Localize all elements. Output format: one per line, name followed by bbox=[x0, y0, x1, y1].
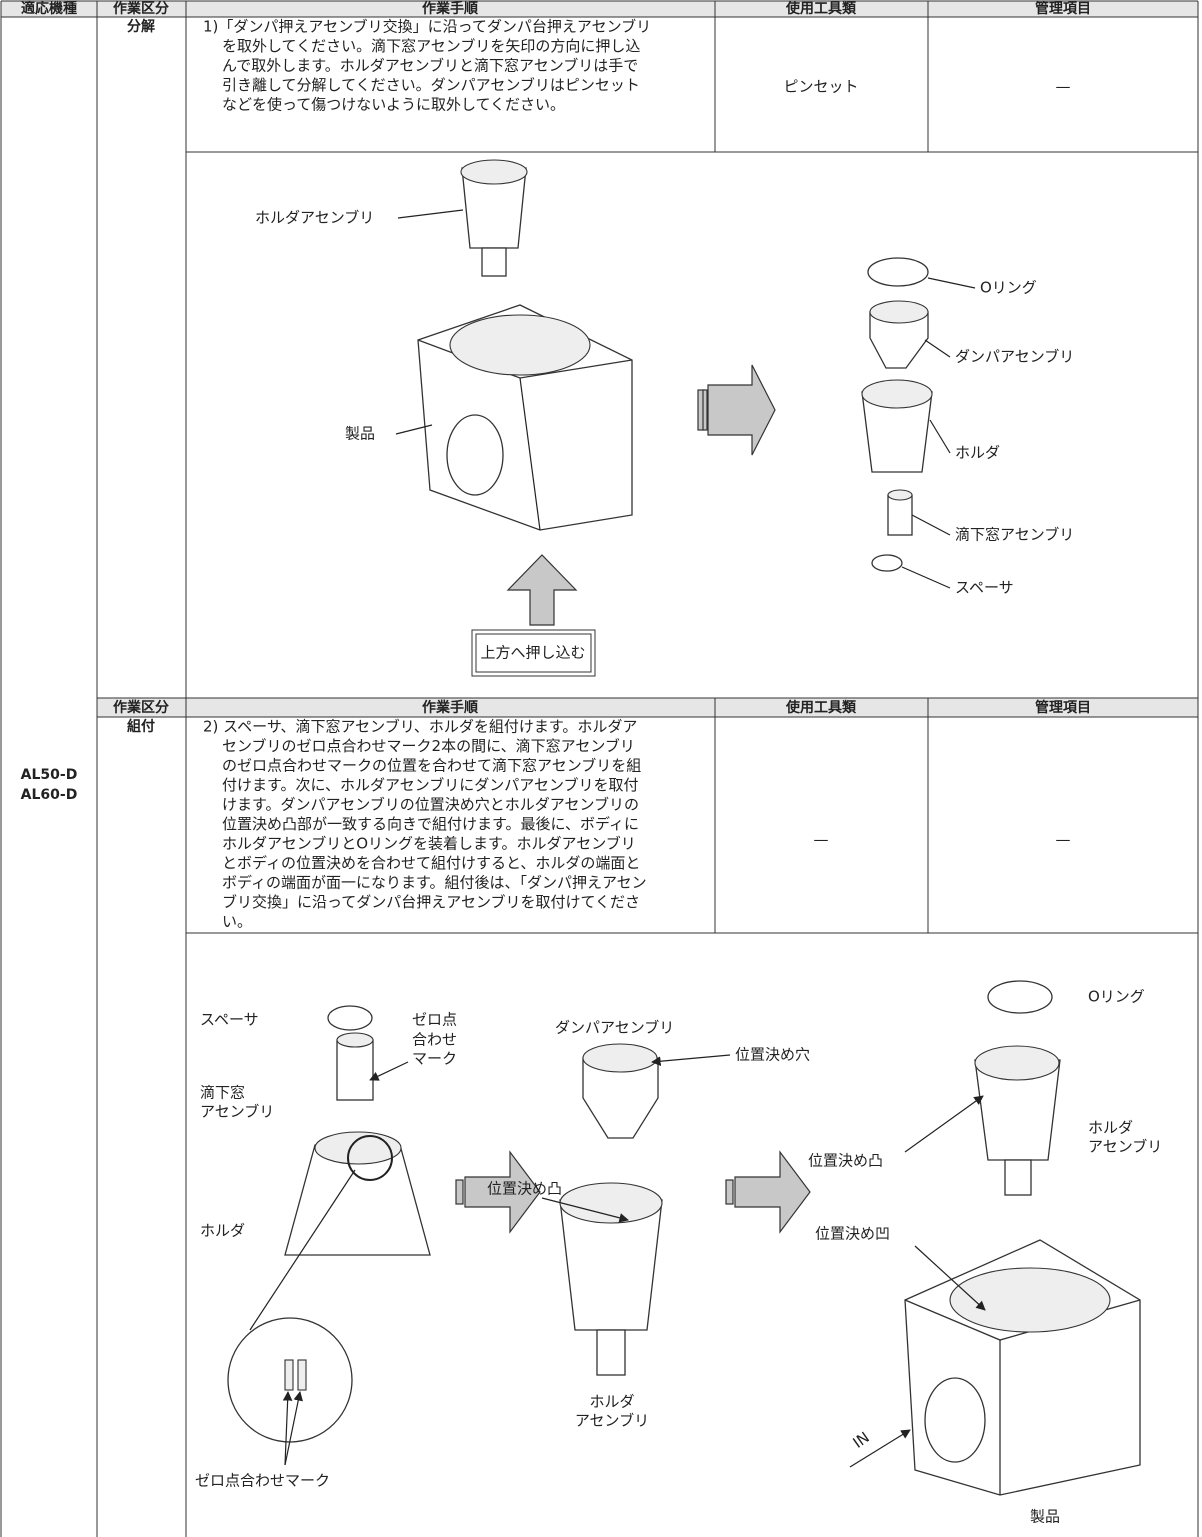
text: — bbox=[1056, 78, 1071, 96]
text: 適応機種 bbox=[21, 0, 77, 17]
text: ピンセット bbox=[783, 78, 858, 96]
text: 製品 bbox=[1030, 1508, 1060, 1526]
text: 滴下窓 bbox=[200, 1084, 245, 1102]
text: 位置決め凹 bbox=[815, 1225, 890, 1243]
text: 作業区分 bbox=[113, 699, 169, 716]
text: ブリ交換」に沿ってダンパ台押えアセンブリを取付けてくださ bbox=[222, 893, 640, 911]
text: Oリング bbox=[1088, 988, 1145, 1006]
text: ダンパアセンブリ bbox=[955, 348, 1074, 366]
text: ホルダアセンブリとOリングを装着します。ホルダアセンブリ bbox=[222, 835, 636, 853]
text: 管理項目 bbox=[1035, 0, 1091, 17]
text: アセンブリ bbox=[1088, 1138, 1162, 1156]
text: 作業手順 bbox=[422, 0, 479, 17]
header-bg bbox=[1, 1, 1198, 717]
text: — bbox=[1056, 831, 1071, 849]
text: のゼロ点合わせマークの位置を合わせて滴下窓アセンブリを組 bbox=[222, 757, 641, 775]
text: ホルダ bbox=[589, 1393, 634, 1411]
text: 滴下窓アセンブリ bbox=[955, 526, 1074, 544]
text: スペーサ bbox=[955, 579, 1014, 597]
text: センブリのゼロ点合わせマーク2本の間に、滴下窓アセンブリ bbox=[222, 737, 635, 755]
text: ダンパアセンブリ bbox=[555, 1019, 674, 1037]
figure-disassembly bbox=[395, 159, 976, 677]
text: 合わせ bbox=[412, 1031, 457, 1049]
text: 引き離して分解してください。ダンパアセンブリはピンセット bbox=[222, 76, 640, 94]
text: ホルダアセンブリ bbox=[255, 209, 374, 227]
text: 位置決め凸部が一致する向きで組付けます。最後に、ボディに bbox=[222, 815, 639, 833]
text: マーク bbox=[412, 1050, 457, 1068]
text: 作業手順 bbox=[422, 699, 479, 716]
text: ボディの端面が面一になります。組付後は、「ダンパ押えアセン bbox=[222, 874, 647, 892]
text: 位置決め凸 bbox=[487, 1180, 562, 1198]
text: んで取外します。ホルダアセンブリと滴下窓アセンブリは手で bbox=[222, 57, 638, 75]
text: 使用工具類 bbox=[785, 0, 857, 17]
text: い。 bbox=[222, 913, 252, 931]
text: を取外してください。滴下窓アセンブリを矢印の方向に押し込 bbox=[222, 37, 640, 55]
text: AL50-D bbox=[21, 767, 78, 783]
text: 位置決め穴 bbox=[735, 1046, 810, 1064]
text: 2) スペーサ、滴下窓アセンブリ、ホルダを組付けます。ホルダア bbox=[203, 718, 637, 736]
text: 製品 bbox=[345, 425, 375, 443]
text: 位置決め凸 bbox=[808, 1152, 883, 1170]
text: スペーサ bbox=[200, 1011, 259, 1029]
text: 上方へ押し込む bbox=[480, 644, 585, 662]
text: — bbox=[814, 831, 829, 849]
text: ゼロ点 bbox=[412, 1011, 457, 1029]
text: アセンブリ bbox=[575, 1412, 649, 1430]
text: ゼロ点合わせマーク bbox=[195, 1472, 330, 1490]
text: けます。ダンパアセンブリの位置決め穴とホルダアセンブリの bbox=[222, 796, 639, 814]
text: 使用工具類 bbox=[785, 699, 857, 716]
text: とボディの位置決めを合わせて組付けすると、ホルダの端面と bbox=[222, 854, 640, 872]
text: ホルダ bbox=[200, 1222, 245, 1240]
text: 付けます。次に、ホルダアセンブリにダンパアセンブリを取付 bbox=[222, 776, 639, 794]
text: IN bbox=[850, 1428, 873, 1452]
text: 管理項目 bbox=[1035, 699, 1091, 716]
text: AL60-D bbox=[21, 787, 78, 803]
text: 組付 bbox=[127, 718, 155, 735]
figure-assembly bbox=[227, 980, 1141, 1496]
text: アセンブリ bbox=[200, 1103, 274, 1121]
text: Oリング bbox=[980, 279, 1037, 297]
text: などを使って傷つけないように取外してください。 bbox=[222, 96, 565, 114]
text: 作業区分 bbox=[113, 0, 169, 17]
text: 1)「ダンパ押えアセンブリ交換」に沿ってダンパ台押えアセンブリ bbox=[203, 18, 651, 36]
text: ホルダ bbox=[955, 444, 1000, 462]
text: ホルダ bbox=[1088, 1119, 1133, 1137]
text: 分解 bbox=[127, 18, 155, 35]
